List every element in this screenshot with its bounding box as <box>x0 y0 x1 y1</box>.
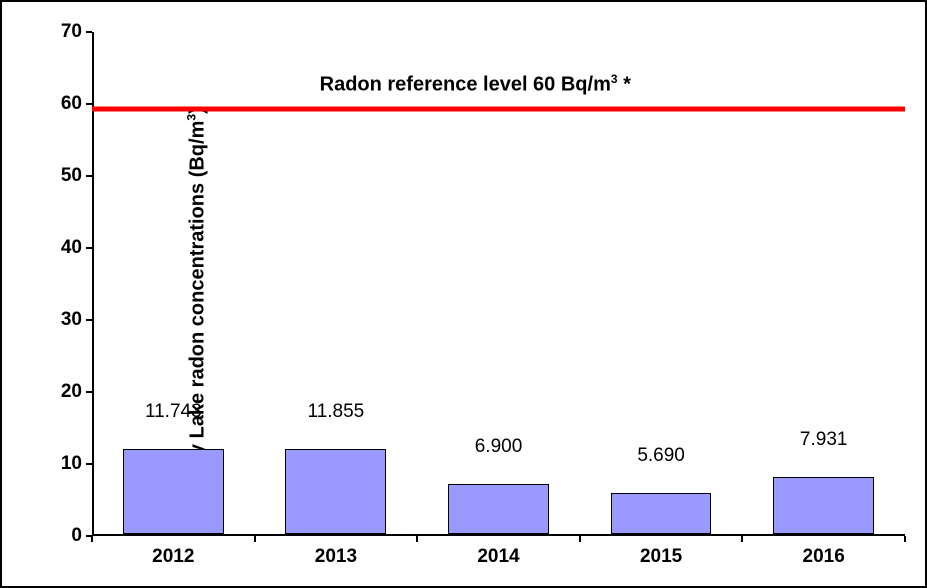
y-tick-label: 70 <box>61 21 82 43</box>
chart-frame: Key Lake radon concentrations (Bq/m3) 01… <box>0 0 927 588</box>
y-tick-label: 50 <box>61 165 82 187</box>
x-tick-label: 2016 <box>803 546 845 568</box>
plot-area: 010203040506070201211.743201311.85520146… <box>92 32 905 536</box>
x-tick <box>254 536 256 542</box>
y-tick <box>86 175 92 177</box>
x-axis-line <box>92 534 905 536</box>
y-tick <box>86 247 92 249</box>
bar <box>448 484 549 534</box>
bar-value-label: 11.855 <box>308 401 365 423</box>
bar <box>285 449 386 534</box>
x-tick <box>904 536 906 542</box>
bar-value-label: 6.900 <box>475 436 523 458</box>
bar-value-label: 11.743 <box>145 401 202 423</box>
reference-line <box>92 107 905 112</box>
x-tick <box>741 536 743 542</box>
y-tick-label: 0 <box>71 525 82 547</box>
y-tick <box>86 463 92 465</box>
x-tick-label: 2015 <box>640 546 682 568</box>
y-tick-label: 60 <box>61 93 82 115</box>
y-tick-label: 10 <box>61 453 82 475</box>
x-tick <box>91 536 93 542</box>
x-tick-label: 2013 <box>315 546 357 568</box>
x-tick <box>416 536 418 542</box>
y-tick-label: 20 <box>61 381 82 403</box>
bar-value-label: 7.931 <box>800 429 848 451</box>
y-tick-label: 40 <box>61 237 82 259</box>
y-tick <box>86 319 92 321</box>
x-tick <box>579 536 581 542</box>
bar-value-label: 5.690 <box>637 445 685 467</box>
y-tick <box>86 391 92 393</box>
y-tick <box>86 31 92 33</box>
bar <box>773 477 874 534</box>
x-tick-label: 2012 <box>152 546 194 568</box>
bar <box>123 449 224 534</box>
reference-line-label: Radon reference level 60 Bq/m3 * <box>320 72 631 97</box>
y-tick <box>86 103 92 105</box>
bar <box>611 493 712 534</box>
x-tick-label: 2014 <box>477 546 519 568</box>
y-tick-label: 30 <box>61 309 82 331</box>
